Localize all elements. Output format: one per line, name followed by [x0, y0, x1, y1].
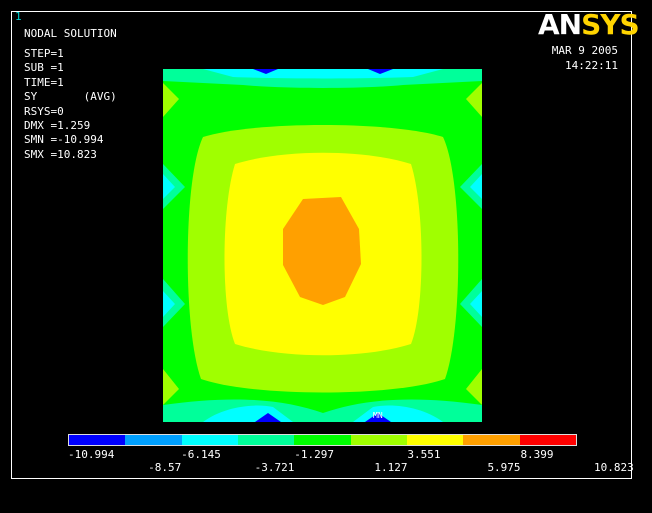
legend-swatch	[69, 435, 126, 445]
legend-label-top: 8.399	[520, 448, 554, 461]
legend-swatch	[406, 435, 464, 445]
logo-part-an: AN	[538, 8, 582, 41]
legend-swatch	[125, 435, 182, 445]
ansys-logo: ANSYS	[538, 8, 640, 41]
contour-side-left-upper-core	[163, 174, 175, 199]
info-component: SY (AVG)	[24, 90, 117, 104]
legend-swatch	[294, 435, 351, 445]
legend-swatch	[350, 435, 407, 445]
plot-title: NODAL SOLUTION	[24, 27, 117, 40]
legend-swatch	[237, 435, 295, 445]
color-legend	[68, 434, 577, 446]
contour-corner-tr	[466, 83, 482, 117]
contour-band-bottom-blue	[255, 413, 391, 422]
legend-label-bottom: 1.127	[374, 461, 408, 474]
contour-side-left-lower-core	[163, 291, 175, 317]
date-text: MAR 9 2005	[551, 44, 618, 57]
legend-swatch	[181, 435, 238, 445]
contour-band-orange	[283, 197, 361, 305]
legend-label-top: 3.551	[407, 448, 441, 461]
contour-corner-br	[466, 369, 482, 405]
contour-band-top-blue	[253, 69, 393, 74]
logo-part-sys: SYS	[581, 8, 640, 41]
timestamp: MAR 9 2005 14:22:11	[552, 43, 618, 73]
info-rsys: RSYS=0	[24, 104, 64, 118]
legend-swatch	[519, 435, 576, 445]
time-text: 14:22:11	[565, 59, 618, 72]
solution-info: STEP=1 SUB =1 TIME=1 SY (AVG) RSYS=0 DMX…	[24, 47, 117, 162]
contour-side-right-lower-core	[470, 291, 482, 317]
window-number: 1	[15, 10, 22, 23]
info-smx: SMX =10.823	[24, 147, 97, 161]
graphics-window-frame	[11, 11, 632, 479]
info-dmx: DMX =1.259	[24, 119, 91, 133]
contour-corner-tl	[163, 83, 179, 117]
legend-swatch	[463, 435, 520, 445]
legend-label-bottom: -3.721	[254, 461, 295, 474]
min-marker-label: MN	[373, 411, 383, 420]
legend-label-bottom: -8.57	[148, 461, 182, 474]
contour-corner-bl	[163, 369, 179, 405]
info-sub: SUB =1	[24, 61, 64, 75]
info-smn: SMN =-10.994	[24, 133, 104, 147]
legend-label-top: -6.145	[181, 448, 221, 461]
legend-label-top: -1.297	[294, 448, 334, 461]
info-step: STEP=1	[24, 47, 64, 60]
legend-label-top: -10.994	[68, 448, 115, 461]
contour-side-right-upper-core	[470, 174, 482, 199]
legend-label-bottom: 5.975	[487, 461, 521, 474]
contour-plot[interactable]: MN	[163, 69, 482, 422]
contour-band-top-cyan	[203, 69, 443, 79]
legend-label-bottom: 10.823	[593, 461, 634, 474]
info-time: TIME=1	[24, 75, 64, 89]
